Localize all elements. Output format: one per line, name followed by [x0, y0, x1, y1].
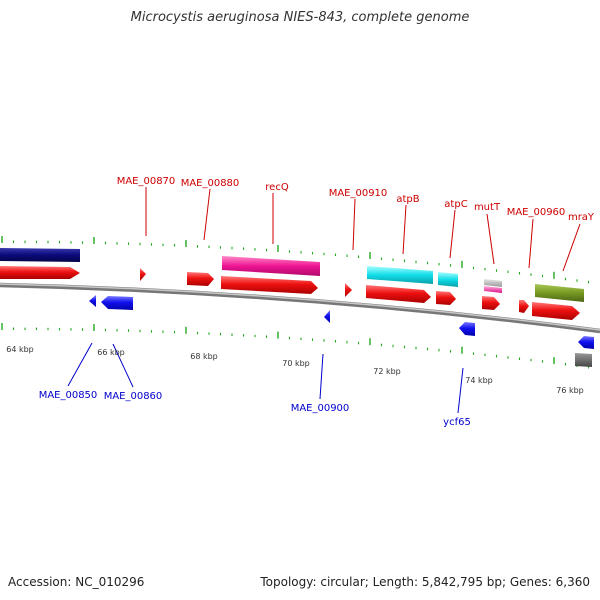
- label-line-mae00880: [203, 188, 211, 241]
- gray-band: [484, 279, 502, 287]
- reverse-gene-arrow-mae00900[interactable]: [324, 310, 330, 323]
- cyan-band-atpb: [367, 266, 433, 284]
- label-line-mae00910: [352, 198, 356, 251]
- ruler-label-66kbp: 66 kbp: [97, 348, 125, 357]
- forward-gene-arrow-mae00870[interactable]: [140, 268, 146, 281]
- label-line-mutt: [486, 213, 495, 265]
- label-line-ycf65: [457, 367, 464, 414]
- ruler-label-68kbp: 68 kbp: [190, 352, 218, 361]
- forward-gene-labels: MAE_00870 MAE_00880 recQ MAE_00910 atpB …: [117, 176, 595, 272]
- reverse-gene-arrow-mae00860[interactable]: [101, 296, 133, 310]
- gene-label-mutt[interactable]: mutT: [474, 202, 501, 213]
- label-line-mray: [562, 223, 581, 272]
- reverse-gene-arrow-mae00850[interactable]: [89, 295, 96, 307]
- forward-gene-arrow[interactable]: [0, 266, 80, 279]
- genome-backbone-highlight: [0, 283, 600, 331]
- gene-label-mae00880[interactable]: MAE_00880: [181, 178, 240, 189]
- reverse-gene-arrow-ycf65[interactable]: [459, 322, 475, 336]
- olive-band: [535, 284, 584, 302]
- genome-backbone: [0, 282, 600, 334]
- gray-feature: [575, 353, 592, 367]
- forward-gene-arrow-mae00910[interactable]: [345, 283, 352, 297]
- ruler-labels: 64 kbp 66 kbp 68 kbp 70 kbp 72 kbp 74 kb…: [6, 345, 584, 395]
- gene-label-atpc[interactable]: atpC: [444, 199, 467, 210]
- label-line-mae00960: [528, 218, 534, 269]
- label-line-mae00850: [67, 342, 93, 387]
- accession-label: Accession: NC_010296: [8, 575, 145, 589]
- gene-label-atpb[interactable]: atpB: [396, 194, 419, 205]
- forward-genes: [0, 266, 580, 320]
- forward-gene-arrow-mray[interactable]: [532, 302, 580, 320]
- gene-label-mray[interactable]: mraY: [568, 212, 595, 223]
- upper-tick-row: [1, 236, 590, 284]
- map-title: Microcystis aeruginosa NIES-843, complet…: [130, 10, 470, 25]
- forward-gene-arrow-recq[interactable]: [221, 276, 318, 294]
- upper-feature-bands: [0, 248, 584, 302]
- ruler-label-64kbp: 64 kbp: [6, 345, 34, 354]
- gene-label-mae00900[interactable]: MAE_00900: [291, 403, 350, 414]
- label-line-atpc: [449, 209, 456, 259]
- label-line-mae00860: [112, 343, 134, 388]
- magenta-band: [222, 256, 320, 276]
- label-line-atpb: [402, 204, 407, 255]
- label-line-mae00900: [319, 353, 324, 400]
- ruler-label-76kbp: 76 kbp: [556, 386, 584, 395]
- forward-gene-arrow-atpc[interactable]: [436, 291, 456, 305]
- forward-gene-arrow-atpb[interactable]: [366, 285, 431, 303]
- cyan-band-atpc: [438, 272, 458, 287]
- pink-band: [484, 286, 502, 293]
- gene-label-mae00870[interactable]: MAE_00870: [117, 176, 176, 187]
- forward-gene-arrow-mae00880[interactable]: [187, 272, 214, 286]
- forward-gene-arrow-mutt[interactable]: [482, 296, 500, 310]
- ruler-label-72kbp: 72 kbp: [373, 367, 401, 376]
- reverse-gene-labels: MAE_00850 MAE_00860 MAE_00900 ycf65: [39, 342, 471, 428]
- gene-label-mae00850[interactable]: MAE_00850: [39, 390, 98, 401]
- topology-label: Topology: circular; Length: 5,842,795 bp…: [260, 575, 590, 589]
- gene-label-ycf65[interactable]: ycf65: [443, 417, 471, 428]
- reverse-gene-arrow[interactable]: [578, 336, 594, 349]
- ruler-label-74kbp: 74 kbp: [465, 376, 493, 385]
- forward-gene-arrow-mae00960[interactable]: [519, 300, 529, 313]
- reverse-genes: [89, 295, 594, 367]
- gene-label-recq[interactable]: recQ: [265, 182, 289, 193]
- navy-band: [0, 248, 80, 262]
- gene-label-mae00910[interactable]: MAE_00910: [329, 188, 388, 199]
- ruler-label-70kbp: 70 kbp: [282, 359, 310, 368]
- gene-label-mae00860[interactable]: MAE_00860: [104, 391, 163, 402]
- gene-label-mae00960[interactable]: MAE_00960: [507, 207, 566, 218]
- lower-tick-row: [1, 323, 590, 369]
